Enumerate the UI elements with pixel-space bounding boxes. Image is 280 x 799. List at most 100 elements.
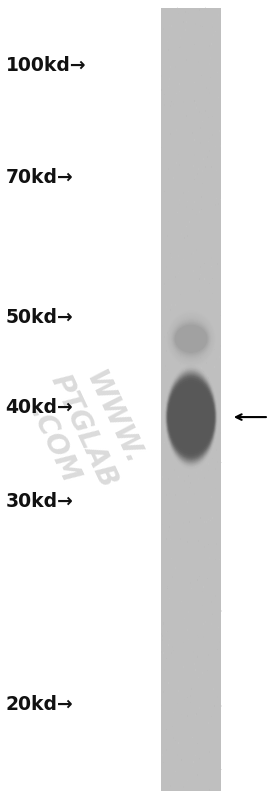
Bar	[183, 193, 184, 194]
Bar	[212, 26, 213, 28]
Bar	[178, 272, 179, 274]
Bar	[182, 324, 183, 325]
Ellipse shape	[166, 372, 216, 462]
Bar	[205, 110, 206, 112]
Bar	[186, 115, 187, 117]
Bar	[220, 618, 221, 620]
Bar	[217, 762, 218, 764]
Bar	[210, 77, 211, 78]
Bar	[187, 780, 188, 781]
Bar	[172, 345, 173, 347]
Bar	[171, 101, 172, 103]
Ellipse shape	[165, 369, 217, 465]
Bar	[208, 422, 209, 423]
Bar	[166, 711, 167, 713]
Bar	[186, 439, 187, 440]
Bar	[163, 623, 164, 625]
Ellipse shape	[169, 380, 214, 454]
Bar	[216, 449, 217, 451]
Bar	[206, 87, 207, 89]
Bar	[182, 718, 183, 720]
Bar	[163, 777, 164, 779]
Bar	[196, 472, 197, 474]
Bar	[206, 643, 207, 645]
Bar	[209, 283, 210, 284]
Bar	[200, 428, 201, 430]
Bar	[218, 97, 219, 98]
Bar	[166, 494, 167, 495]
Bar	[220, 345, 221, 347]
Ellipse shape	[172, 320, 210, 358]
Bar	[162, 639, 163, 641]
Bar	[206, 521, 207, 523]
Ellipse shape	[167, 373, 216, 461]
Bar	[201, 13, 202, 14]
Bar	[169, 493, 170, 495]
Bar	[178, 690, 179, 692]
Bar	[168, 168, 169, 169]
Bar	[205, 622, 206, 623]
Bar	[183, 425, 184, 427]
Bar	[195, 670, 196, 671]
Bar	[216, 543, 217, 545]
Bar	[200, 127, 201, 129]
Bar	[213, 34, 214, 36]
Bar	[185, 318, 186, 320]
Bar	[200, 142, 201, 144]
Bar	[202, 170, 203, 172]
Bar	[211, 623, 212, 625]
Bar	[207, 578, 208, 579]
Ellipse shape	[166, 370, 216, 464]
Ellipse shape	[167, 376, 215, 459]
Bar	[168, 682, 169, 684]
Bar	[219, 412, 220, 414]
Text: 20kd→: 20kd→	[6, 695, 73, 714]
Bar	[187, 541, 188, 543]
Bar	[170, 399, 171, 400]
Bar	[199, 575, 200, 577]
Bar	[204, 279, 205, 280]
Bar	[168, 531, 169, 532]
Bar	[168, 482, 169, 483]
Bar	[207, 57, 208, 58]
Bar	[169, 332, 170, 333]
Bar	[161, 89, 162, 90]
Bar	[181, 714, 182, 715]
Bar	[195, 466, 196, 467]
Bar	[204, 682, 205, 683]
Ellipse shape	[166, 372, 216, 463]
Bar	[208, 88, 209, 89]
Bar	[185, 11, 186, 13]
Bar	[218, 14, 219, 15]
Bar	[175, 740, 176, 741]
Bar	[164, 336, 165, 338]
Bar	[217, 696, 218, 698]
Bar	[200, 789, 201, 790]
Bar	[193, 417, 194, 419]
Bar	[220, 432, 221, 434]
Ellipse shape	[168, 378, 214, 456]
Bar	[195, 755, 196, 757]
Bar	[215, 31, 216, 33]
Bar	[168, 478, 169, 479]
Bar	[203, 42, 204, 43]
Bar	[190, 427, 191, 428]
Bar	[204, 521, 205, 523]
Bar	[186, 226, 187, 228]
Bar	[192, 737, 193, 738]
Bar	[200, 656, 201, 658]
Bar	[205, 7, 206, 9]
Bar	[191, 459, 192, 460]
Bar	[191, 406, 192, 407]
Ellipse shape	[167, 375, 215, 459]
Bar	[192, 209, 193, 210]
Bar	[219, 356, 220, 358]
Ellipse shape	[174, 324, 208, 354]
Bar	[187, 105, 188, 106]
Bar	[188, 13, 189, 14]
Bar	[193, 165, 194, 166]
Bar	[169, 527, 170, 528]
Text: 40kd→: 40kd→	[6, 398, 73, 417]
Bar	[202, 26, 203, 27]
Bar	[191, 253, 192, 255]
